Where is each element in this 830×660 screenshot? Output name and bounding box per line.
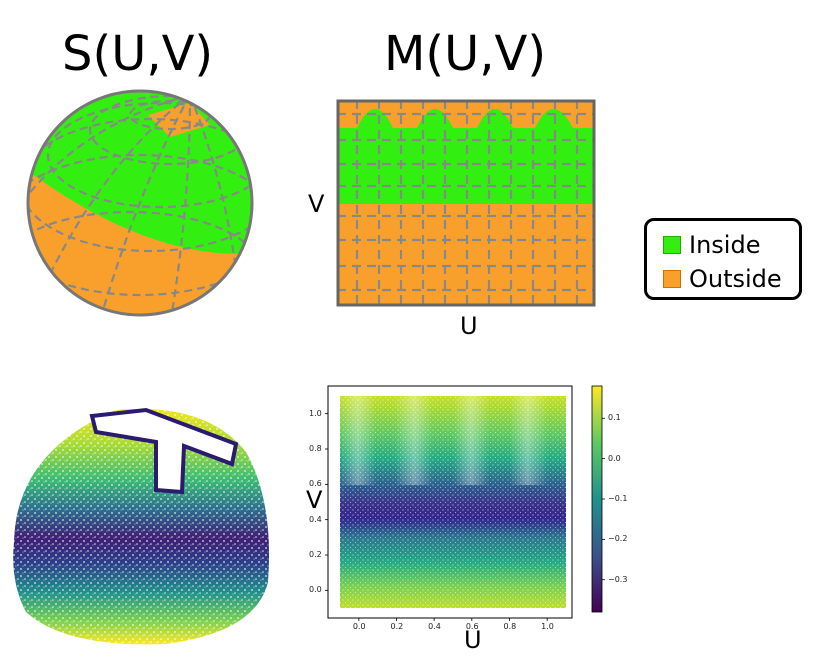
x-tick-label: 0.2 xyxy=(390,622,404,631)
plot-v-label: V xyxy=(306,486,323,514)
point-cloud-dome xyxy=(13,407,270,645)
map-grid xyxy=(337,100,595,306)
x-tick-label: 0.8 xyxy=(503,622,517,631)
legend: Inside Outside xyxy=(644,218,802,300)
y-tick-label: 0.8 xyxy=(309,444,322,453)
plot-frame xyxy=(324,384,582,385)
colorbar-tick-label: −0.3 xyxy=(608,574,628,584)
colorbar-tick-label: 0.0 xyxy=(608,453,621,463)
colorbar-tick-label: 0.1 xyxy=(608,413,621,423)
map-v-label: V xyxy=(308,190,325,218)
legend-item-outside: Outside xyxy=(663,267,782,291)
sphere-title: S(U,V) xyxy=(62,26,214,82)
sphere-cutout xyxy=(148,103,210,137)
colorbar-tick-label: −0.1 xyxy=(608,494,628,503)
x-tick-label: 0.0 xyxy=(352,622,366,631)
plot-axes-frame xyxy=(327,385,573,619)
y-tick-label: 0.4 xyxy=(309,514,322,524)
sphere-outline xyxy=(26,89,254,317)
scatter-speckle xyxy=(340,396,566,608)
legend-swatch-outside xyxy=(663,270,681,288)
legend-label-outside: Outside xyxy=(689,265,782,293)
legend-item-inside: Inside xyxy=(663,233,760,257)
x-tick-label: 0.4 xyxy=(428,622,441,631)
plot-u-label: U xyxy=(464,626,482,654)
colorbar xyxy=(591,385,603,613)
legend-label-inside: Inside xyxy=(689,231,761,259)
y-tick-label: 0.2 xyxy=(309,550,322,559)
map-diagram xyxy=(336,99,596,307)
y-tick-label: 0.0 xyxy=(309,585,322,595)
x-tick-label: 1.0 xyxy=(541,622,554,631)
y-tick-label: 1.0 xyxy=(309,408,322,418)
colorbar-tick-label: −0.2 xyxy=(608,534,628,544)
dome-cutout-edge xyxy=(89,407,239,495)
scatter-plot xyxy=(324,384,605,621)
x-tick-label: 0.6 xyxy=(465,622,479,631)
map-u-label: U xyxy=(460,312,478,340)
map-border xyxy=(336,99,596,307)
legend-swatch-inside xyxy=(663,236,681,254)
y-tick-label: 0.6 xyxy=(309,479,322,489)
map-title: M(U,V) xyxy=(384,26,547,82)
sphere-diagram xyxy=(26,89,254,317)
